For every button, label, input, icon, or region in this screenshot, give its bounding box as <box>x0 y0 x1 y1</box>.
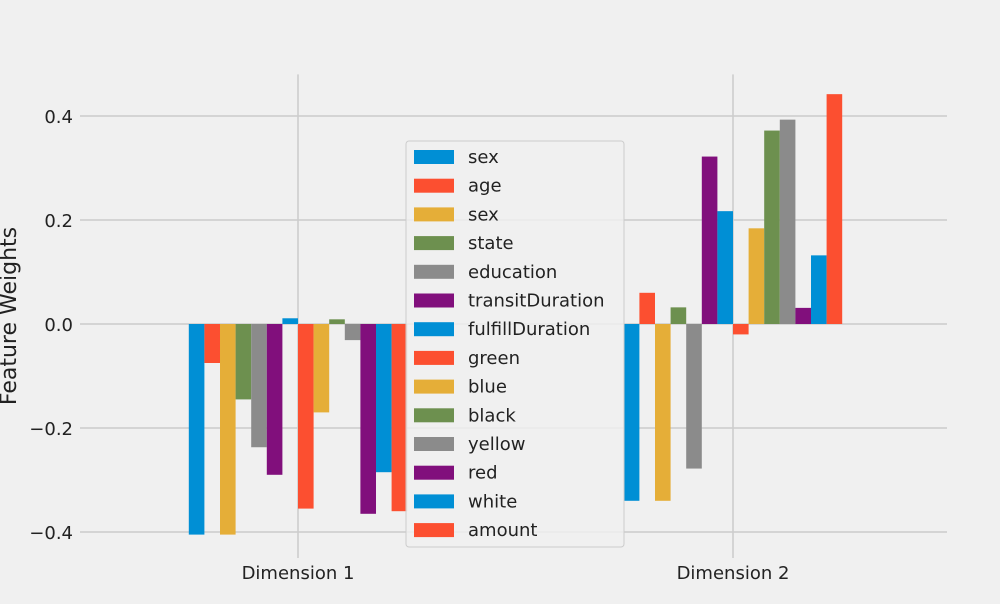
bar <box>235 324 252 400</box>
y-tick-labels: 0.4 0.2 0.0 −0.2 −0.4 <box>29 107 73 544</box>
bar <box>733 324 749 335</box>
bar <box>670 307 687 324</box>
bar <box>639 292 655 324</box>
bar <box>251 324 267 448</box>
legend-label: red <box>468 463 498 484</box>
bar <box>329 319 345 324</box>
legend-label: state <box>468 233 514 254</box>
legend-label: white <box>468 491 517 512</box>
bar <box>313 324 330 413</box>
bar <box>344 324 361 341</box>
legend-label: green <box>468 348 520 369</box>
bar <box>655 324 671 501</box>
legend-swatch <box>414 350 454 365</box>
legend-swatch <box>414 437 454 451</box>
bar <box>764 130 780 324</box>
legend-swatch <box>414 150 454 164</box>
x-tick-label: Dimension 1 <box>242 563 355 584</box>
y-tick-label: 0.2 <box>44 211 73 232</box>
bar <box>220 324 236 535</box>
legend-label: transitDuration <box>468 291 605 312</box>
bar <box>282 318 298 324</box>
bar <box>779 119 796 324</box>
legend-swatch <box>414 178 454 193</box>
bar <box>391 324 408 512</box>
legend-label: black <box>468 405 516 426</box>
legend-label: sex <box>468 147 499 168</box>
bar <box>298 324 314 509</box>
legend-label: amount <box>468 520 537 541</box>
x-tick-labels: Dimension 1 Dimension 2 <box>242 563 790 584</box>
legend-label: education <box>468 262 557 283</box>
bar <box>204 324 220 363</box>
bars-group <box>188 94 843 535</box>
bar <box>623 324 640 501</box>
bar <box>360 324 376 514</box>
legend-swatch <box>414 236 454 251</box>
y-tick-label: 0.0 <box>44 315 73 336</box>
legend-swatch <box>414 465 454 480</box>
legend-swatch <box>414 408 454 423</box>
legend-label: blue <box>468 377 507 398</box>
legend-swatch <box>414 379 454 394</box>
bar <box>266 324 283 475</box>
legend-label: age <box>468 176 502 197</box>
legend-swatch <box>414 264 454 279</box>
legend-swatch <box>414 322 454 337</box>
legend-label: sex <box>468 204 499 225</box>
bar <box>376 324 392 473</box>
legend-box <box>405 140 625 548</box>
bar <box>701 156 718 324</box>
bar <box>811 255 827 324</box>
bar <box>188 324 205 535</box>
y-axis-label: Feature Weights <box>0 227 22 405</box>
y-tick-label: 0.4 <box>44 107 73 128</box>
bar <box>795 307 811 324</box>
legend-label: yellow <box>468 434 525 455</box>
legend: sex age sex state education transitDuration fu… <box>405 140 625 548</box>
legend-swatch <box>414 523 454 538</box>
bar <box>748 228 765 324</box>
legend-swatch <box>414 494 454 509</box>
y-tick-label: −0.4 <box>29 523 73 544</box>
legend-swatch <box>414 293 454 308</box>
legend-swatch <box>414 207 454 222</box>
bar <box>686 324 702 469</box>
bar <box>826 94 843 324</box>
bar <box>717 211 733 324</box>
x-tick-label: Dimension 2 <box>677 563 790 584</box>
y-tick-label: −0.2 <box>29 419 73 440</box>
legend-label: fulfillDuration <box>468 319 590 340</box>
